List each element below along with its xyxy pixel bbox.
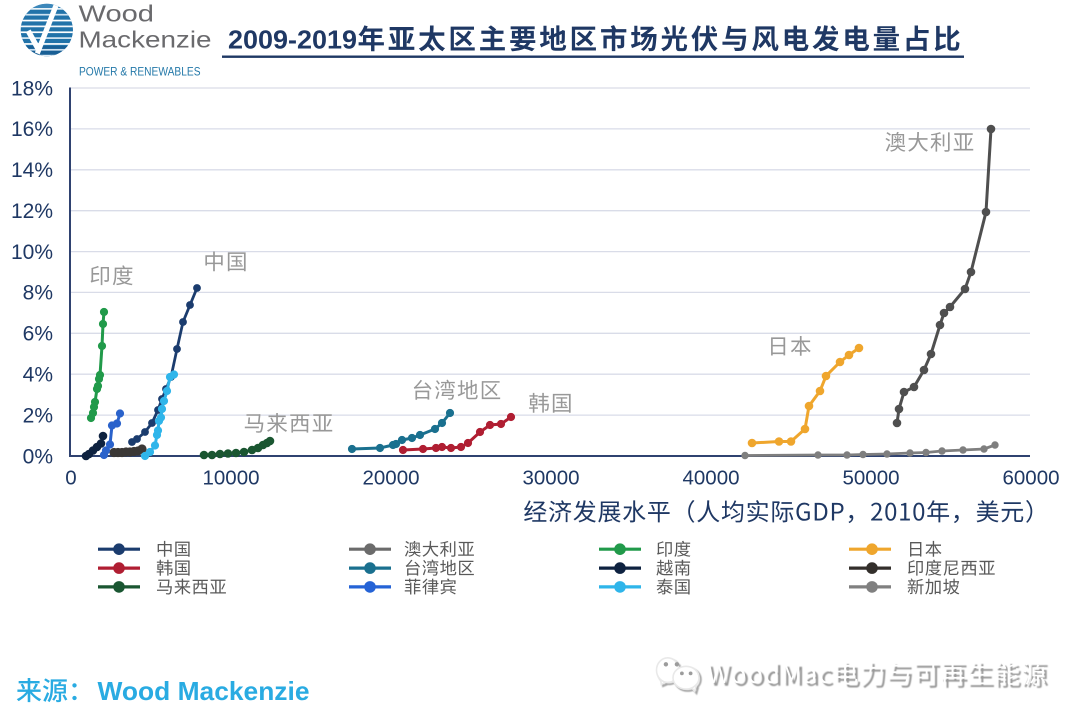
svg-text:40000: 40000 [682,467,739,490]
svg-text:20000: 20000 [362,467,419,490]
svg-text:0: 0 [65,467,76,490]
svg-text:14%: 14% [11,159,53,182]
svg-text:Mackenzie: Mackenzie [79,27,212,53]
svg-text:Wood: Wood [79,1,155,27]
svg-text:18%: 18% [11,77,53,100]
svg-text:8%: 8% [23,282,53,305]
svg-text:4%: 4% [23,364,53,387]
svg-text:POWER & RENEWABLES: POWER & RENEWABLES [79,65,201,79]
svg-text:50000: 50000 [842,467,899,490]
svg-text:0%: 0% [23,445,53,468]
svg-text:12%: 12% [11,200,53,223]
svg-text:6%: 6% [23,323,53,346]
svg-text:30000: 30000 [522,467,579,490]
svg-text:16%: 16% [11,118,53,141]
svg-text:Wood Mackenzie: Wood Mackenzie [98,676,310,706]
svg-text:10%: 10% [11,241,53,264]
svg-text:60000: 60000 [1002,467,1059,490]
svg-text:10000: 10000 [202,467,259,490]
svg-text:2009-2019: 2009-2019 [228,25,357,55]
svg-text:2%: 2% [23,404,53,427]
